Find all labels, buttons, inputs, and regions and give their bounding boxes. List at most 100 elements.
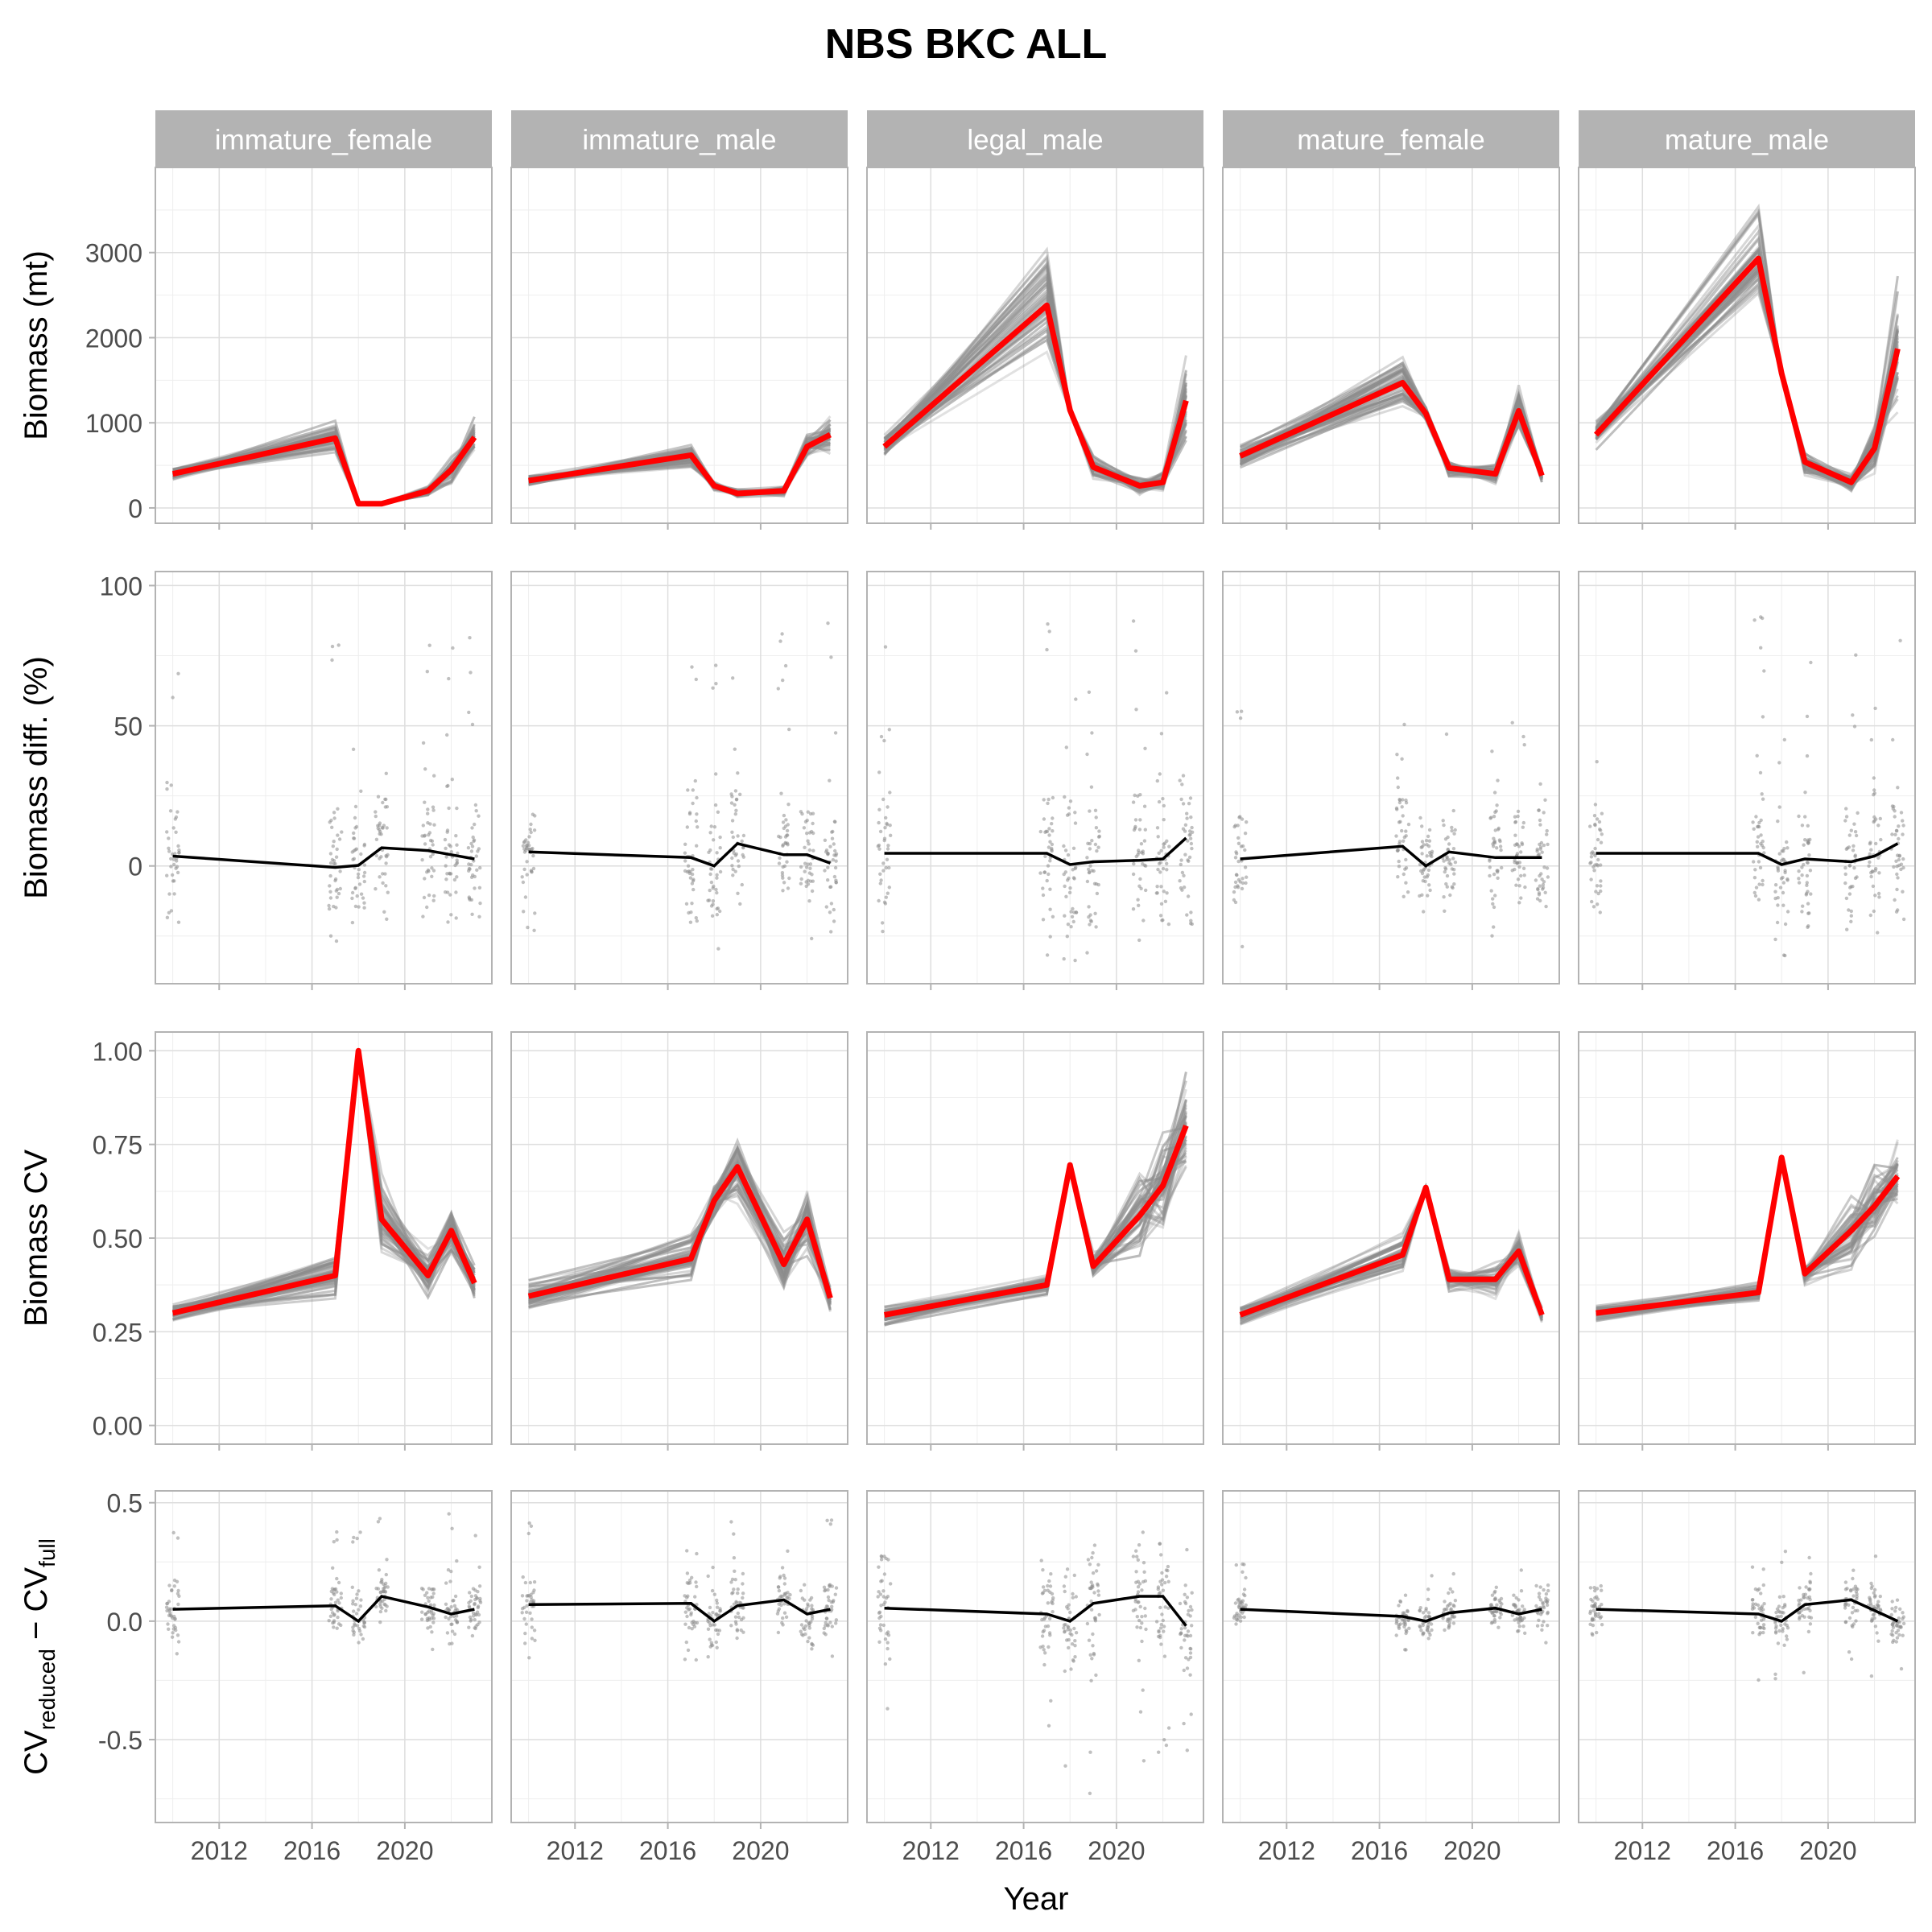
replicate-point [824, 1633, 828, 1637]
replicate-point [1443, 867, 1448, 871]
replicate-point [806, 1639, 810, 1644]
replicate-point [1131, 619, 1136, 623]
replicate-point [470, 844, 475, 848]
replicate-point [1144, 888, 1148, 893]
replicate-point [477, 914, 481, 919]
replicate-point [1137, 1582, 1142, 1586]
replicate-point [423, 833, 427, 838]
replicate-point [1166, 922, 1171, 927]
replicate-point [1500, 865, 1504, 870]
replicate-point [688, 920, 693, 924]
replicate-point [1071, 846, 1076, 851]
replicate-point [455, 1620, 460, 1624]
replicate-point [1868, 913, 1872, 918]
replicate-point [352, 836, 356, 840]
replicate-point [1759, 1591, 1763, 1596]
replicate-point [432, 1603, 436, 1608]
replicate-point [1073, 1644, 1077, 1648]
replicate-point [883, 826, 887, 830]
replicate-point [1595, 1630, 1599, 1635]
replicate-point [734, 1600, 738, 1604]
replicate-point [718, 835, 722, 840]
replicate-point [1545, 828, 1549, 833]
replicate-point [350, 1585, 354, 1590]
replicate-point [376, 826, 380, 831]
replicate-point [733, 812, 737, 816]
replicate-point [521, 1575, 525, 1579]
replicate-point [732, 1532, 736, 1536]
replicate-point [826, 878, 830, 882]
replicate-point [1899, 1666, 1904, 1671]
replicate-point [826, 1623, 830, 1627]
replicate-point [886, 844, 890, 848]
replicate-point [350, 896, 354, 901]
replicate-point [1162, 845, 1166, 849]
replicate-point [1047, 1616, 1052, 1621]
replicate-point [176, 671, 180, 675]
replicate-point [878, 881, 883, 886]
panel-border [510, 167, 848, 524]
replicate-point [1164, 1575, 1169, 1579]
replicate-point [1450, 885, 1455, 889]
replicate-point [1453, 1599, 1458, 1603]
replicate-point [531, 853, 535, 858]
replicate-point [531, 866, 536, 871]
replicate-point [1757, 898, 1761, 902]
replicate-point [1065, 1567, 1070, 1571]
replicate-point [1513, 815, 1517, 819]
replicate-point [445, 1631, 450, 1635]
replicate-point [1593, 803, 1598, 807]
replicate-point [1041, 886, 1045, 890]
replicate-point [775, 1612, 780, 1616]
replicate-point [328, 890, 332, 894]
replicate-point [832, 907, 836, 912]
replicate-point [834, 1621, 838, 1625]
replicate-point [683, 851, 687, 855]
replicate-point [1088, 1653, 1092, 1657]
replicate-point [524, 1622, 528, 1626]
replicate-point [382, 1602, 386, 1607]
chart-title: NBS BKC ALL [825, 21, 1108, 68]
replicate-point [1189, 1712, 1193, 1716]
replicate-point [170, 873, 175, 877]
replicate-point [1843, 1620, 1848, 1624]
replicate-point [778, 1576, 782, 1580]
replicate-point [328, 820, 332, 824]
replicate-point [781, 678, 785, 683]
replicate-point [826, 865, 830, 869]
replicate-point [353, 1622, 357, 1626]
replicate-point [1777, 805, 1781, 809]
replicate-point [741, 1571, 745, 1576]
replicate-point [1441, 819, 1445, 823]
replicate-point [810, 1642, 814, 1646]
replicate-point [177, 1594, 181, 1599]
replicate-point [803, 1583, 807, 1587]
replicate-point [1163, 1605, 1167, 1609]
replicate-point [1141, 1579, 1146, 1584]
facet-panels: immature_female immature_male legal_male ma… [19, 110, 1916, 1865]
replicate-point [470, 826, 474, 830]
replicate-point [1544, 904, 1548, 909]
replicate-point [1133, 1608, 1137, 1612]
replicate-point [1897, 1616, 1901, 1620]
replicate-point [1493, 1589, 1497, 1594]
replicate-point [799, 865, 803, 869]
replicate-point [385, 1604, 389, 1608]
replicate-point [1427, 839, 1432, 843]
replicate-point [1751, 820, 1755, 824]
replicate-point [1143, 746, 1147, 750]
replicate-point [1131, 872, 1136, 877]
replicate-point [776, 687, 780, 691]
replicate-point [335, 847, 339, 852]
replicate-point [1490, 1620, 1495, 1624]
replicate-point [718, 846, 722, 850]
replicate-point [1537, 852, 1542, 857]
replicate-point [1178, 778, 1182, 782]
replicate-point [1805, 873, 1810, 878]
replicate-point [1138, 877, 1142, 881]
replicate-point [467, 895, 471, 899]
replicate-point [1069, 925, 1073, 929]
replicate-point [1166, 1579, 1170, 1584]
replicate-point [830, 1654, 835, 1658]
replicate-point [683, 859, 687, 863]
